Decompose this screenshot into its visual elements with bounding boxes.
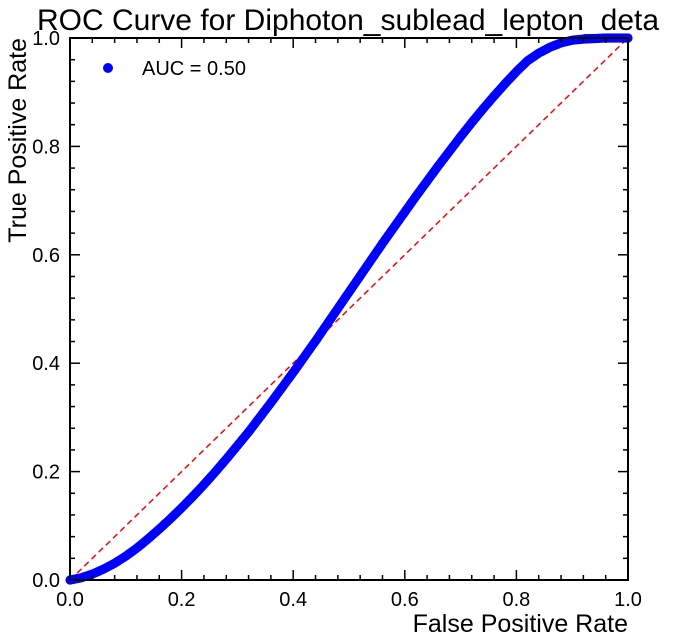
y-tick-label: 0.6 <box>32 245 60 267</box>
y-tick-label: 0.0 <box>32 570 60 592</box>
axis-ticks: 0.0 0.2 0.4 0.6 0.8 1.0 0.0 0.2 0.4 0.6 0.8 1.0 <box>32 28 642 611</box>
x-tick-label: 1.0 <box>614 589 642 611</box>
x-tick-label: 0.8 <box>502 589 530 611</box>
plot-area <box>65 33 633 585</box>
legend-marker <box>103 63 113 73</box>
x-axis-label: False Positive Rate <box>413 610 628 638</box>
y-tick-label: 1.0 <box>32 28 60 50</box>
plot-frame <box>69 37 629 581</box>
x-tick-label: 0.4 <box>279 589 307 611</box>
y-tick-label: 0.4 <box>32 353 60 375</box>
x-tick-label: 0.6 <box>391 589 419 611</box>
y-axis-label: True Positive Rate <box>4 38 32 243</box>
legend-label: AUC = 0.50 <box>142 58 246 80</box>
y-tick-label: 0.8 <box>32 136 60 158</box>
x-tick-label: 0.0 <box>56 589 84 611</box>
chart-title: ROC Curve for Diphoton_sublead_lepton_de… <box>37 4 659 37</box>
y-tick-label: 0.2 <box>32 462 60 484</box>
roc-series <box>65 33 633 585</box>
x-tick-label: 0.2 <box>168 589 196 611</box>
legend: AUC = 0.50 <box>103 58 246 80</box>
